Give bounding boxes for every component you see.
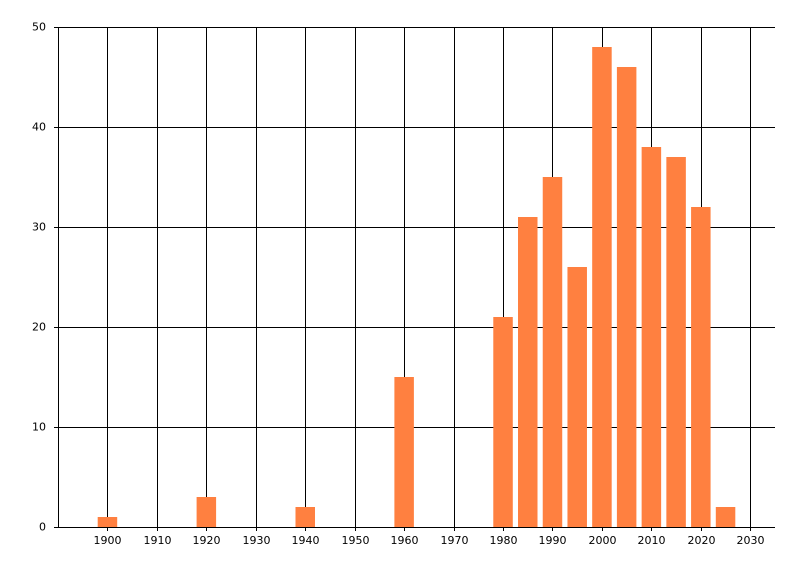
x-tick-label: 1910 — [144, 534, 172, 547]
y-tick-label: 40 — [32, 121, 46, 134]
bar — [567, 267, 587, 527]
bar — [666, 157, 686, 527]
bar — [196, 497, 217, 527]
x-tick-label: 1900 — [94, 534, 122, 547]
x-tick-label: 1950 — [342, 534, 370, 547]
x-tick-label: 2000 — [589, 534, 617, 547]
x-tick-label: 1930 — [243, 534, 271, 547]
x-tick-label: 2020 — [688, 534, 716, 547]
y-tick-label: 10 — [32, 421, 46, 434]
bar — [518, 217, 538, 527]
y-tick-label: 50 — [32, 21, 46, 34]
y-tick-label: 0 — [39, 521, 46, 534]
x-tick-label: 1920 — [193, 534, 221, 547]
x-tick-label: 1990 — [539, 534, 567, 547]
bar — [592, 47, 612, 527]
bar — [616, 67, 637, 527]
x-tick-label: 1980 — [490, 534, 518, 547]
x-tick-label: 1960 — [391, 534, 419, 547]
bar — [493, 317, 513, 527]
y-tick-label: 20 — [32, 321, 46, 334]
x-tick-label: 2030 — [737, 534, 765, 547]
bar — [641, 147, 662, 527]
bar — [691, 207, 711, 527]
x-tick-label: 1940 — [292, 534, 320, 547]
bar — [295, 507, 315, 527]
bar — [97, 517, 118, 527]
bar — [715, 507, 736, 527]
bar — [394, 377, 414, 527]
x-tick-label: 1970 — [441, 534, 469, 547]
x-tick-label: 2010 — [638, 534, 666, 547]
y-tick-label: 30 — [32, 221, 46, 234]
bar — [542, 177, 563, 527]
